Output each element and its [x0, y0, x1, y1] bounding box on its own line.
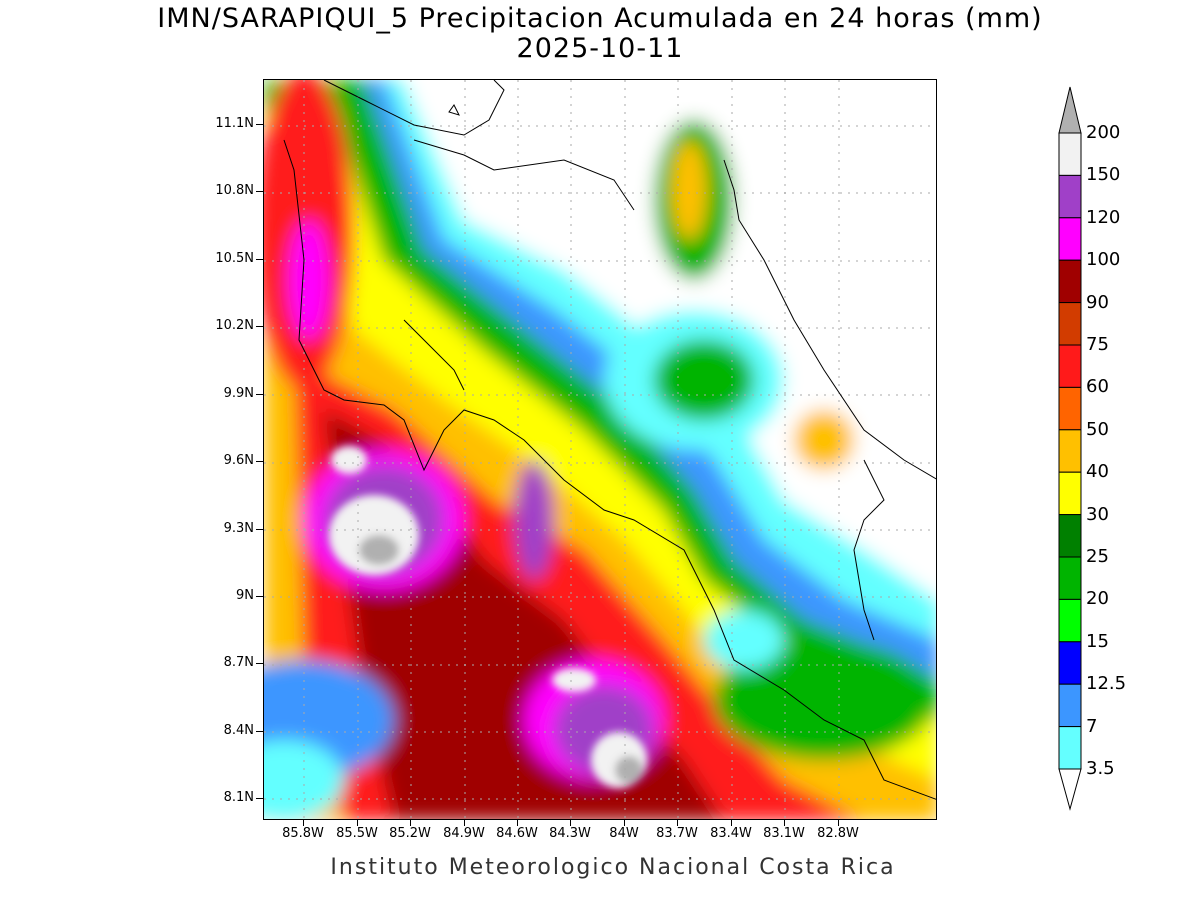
colorbar-level-label: 200	[1086, 122, 1121, 143]
colorbar-swatch	[1058, 726, 1082, 770]
longitude-tick-mark	[731, 820, 732, 826]
longitude-tick-mark	[838, 820, 839, 826]
colorbar-level-label: 30	[1086, 503, 1109, 525]
colorbar-level-label: 25	[1086, 546, 1109, 567]
latitude-tick-mark	[256, 529, 263, 530]
longitude-tick-label: 84.6W	[496, 826, 538, 841]
footer-credit: Instituto Meteorologico Nacional Costa R…	[330, 855, 896, 880]
longitude-tick-mark	[570, 820, 571, 826]
colorbar-swatch	[1058, 471, 1082, 516]
colorbar-swatch	[1058, 344, 1082, 388]
latitude-tick-mark	[256, 394, 263, 395]
colorbar-level-label: 120	[1086, 206, 1121, 228]
longitude-tick-label: 82.8W	[817, 826, 859, 841]
colorbar-level-label: 100	[1086, 249, 1121, 271]
latitude-tick-mark	[256, 259, 263, 260]
longitude-tick-label: 85.5W	[336, 826, 378, 841]
latitude-tick-label: 9.6N	[223, 453, 254, 468]
colorbar-level-label: 20	[1086, 588, 1109, 610]
longitude-tick-label: 83.1W	[763, 826, 805, 841]
longitude-tick-mark	[624, 820, 625, 826]
latitude-tick-label: 10.2N	[215, 318, 254, 333]
longitude-tick-label: 84W	[609, 826, 639, 841]
latitude-tick-label: 8.4N	[223, 723, 254, 738]
colorbar-level-label: 150	[1086, 164, 1121, 186]
longitude-tick-mark	[357, 820, 358, 826]
colorbar-level-label: 60	[1086, 376, 1109, 398]
longitude-tick-label: 83.4W	[710, 826, 752, 841]
longitude-tick-label: 85.2W	[389, 826, 431, 841]
latitude-tick-label: 8.7N	[223, 655, 254, 670]
longitude-tick-label: 84.3W	[549, 826, 591, 841]
latitude-tick-mark	[256, 326, 263, 327]
latitude-tick-label: 9.3N	[223, 521, 254, 536]
colorbar-swatch	[1058, 598, 1082, 643]
latitude-tick-label: 9N	[236, 588, 254, 603]
precip-field	[264, 80, 936, 819]
colorbar-level-label: 50	[1086, 418, 1109, 440]
latitude-tick-mark	[256, 731, 263, 732]
map-date: 2025-10-11	[516, 33, 684, 64]
latitude-tick-mark	[256, 798, 263, 799]
colorbar-swatch	[1058, 556, 1082, 600]
latitude-tick-label: 11.1N	[215, 116, 254, 131]
longitude-tick-label: 84.9W	[443, 826, 485, 841]
latitude-tick-mark	[256, 124, 263, 125]
colorbar-swatch	[1058, 683, 1082, 728]
latitude-tick-mark	[256, 596, 263, 597]
latitude-tick-mark	[256, 663, 263, 664]
colorbar-swatch	[1058, 132, 1082, 176]
colorbar-level-label: 15	[1086, 630, 1109, 652]
colorbar-level-label: 40	[1086, 461, 1109, 483]
precipitation-map	[263, 79, 937, 820]
colorbar-level-label: 90	[1086, 291, 1109, 313]
coastlines	[283, 80, 936, 800]
colorbar-level-label: 12.5	[1086, 673, 1127, 695]
latitude-tick-mark	[256, 461, 263, 462]
longitude-tick-mark	[784, 820, 785, 826]
colorbar-swatch	[1058, 514, 1082, 558]
colorbar-over-triangle	[1058, 86, 1082, 134]
colorbar-swatch	[1058, 386, 1082, 431]
colorbar-swatch	[1058, 259, 1082, 304]
latitude-tick-label: 10.8N	[215, 183, 254, 198]
longitude-tick-mark	[464, 820, 465, 826]
latitude-tick-mark	[256, 191, 263, 192]
colorbar-swatch	[1058, 429, 1082, 473]
longitude-tick-label: 85.8W	[282, 826, 324, 841]
colorbar-swatch	[1058, 302, 1082, 346]
colorbar-level-label: 7	[1086, 715, 1098, 737]
colorbar-under-triangle	[1058, 768, 1082, 811]
colorbar-swatch	[1058, 641, 1082, 685]
latitude-tick-label: 9.9N	[223, 386, 254, 401]
graticule	[264, 80, 936, 819]
longitude-tick-label: 83.7W	[656, 826, 698, 841]
colorbar-level-label: 75	[1086, 334, 1109, 355]
colorbar-legend	[1058, 86, 1082, 811]
longitude-tick-mark	[410, 820, 411, 826]
map-title: IMN/SARAPIQUI_5 Precipitacion Acumulada …	[157, 3, 1043, 34]
longitude-tick-mark	[303, 820, 304, 826]
colorbar-level-label: 3.5	[1086, 758, 1115, 779]
colorbar-swatch	[1058, 174, 1082, 219]
colorbar-swatch	[1058, 217, 1082, 261]
longitude-tick-mark	[517, 820, 518, 826]
latitude-tick-label: 10.5N	[215, 251, 254, 266]
latitude-tick-label: 8.1N	[223, 790, 254, 805]
longitude-tick-mark	[677, 820, 678, 826]
